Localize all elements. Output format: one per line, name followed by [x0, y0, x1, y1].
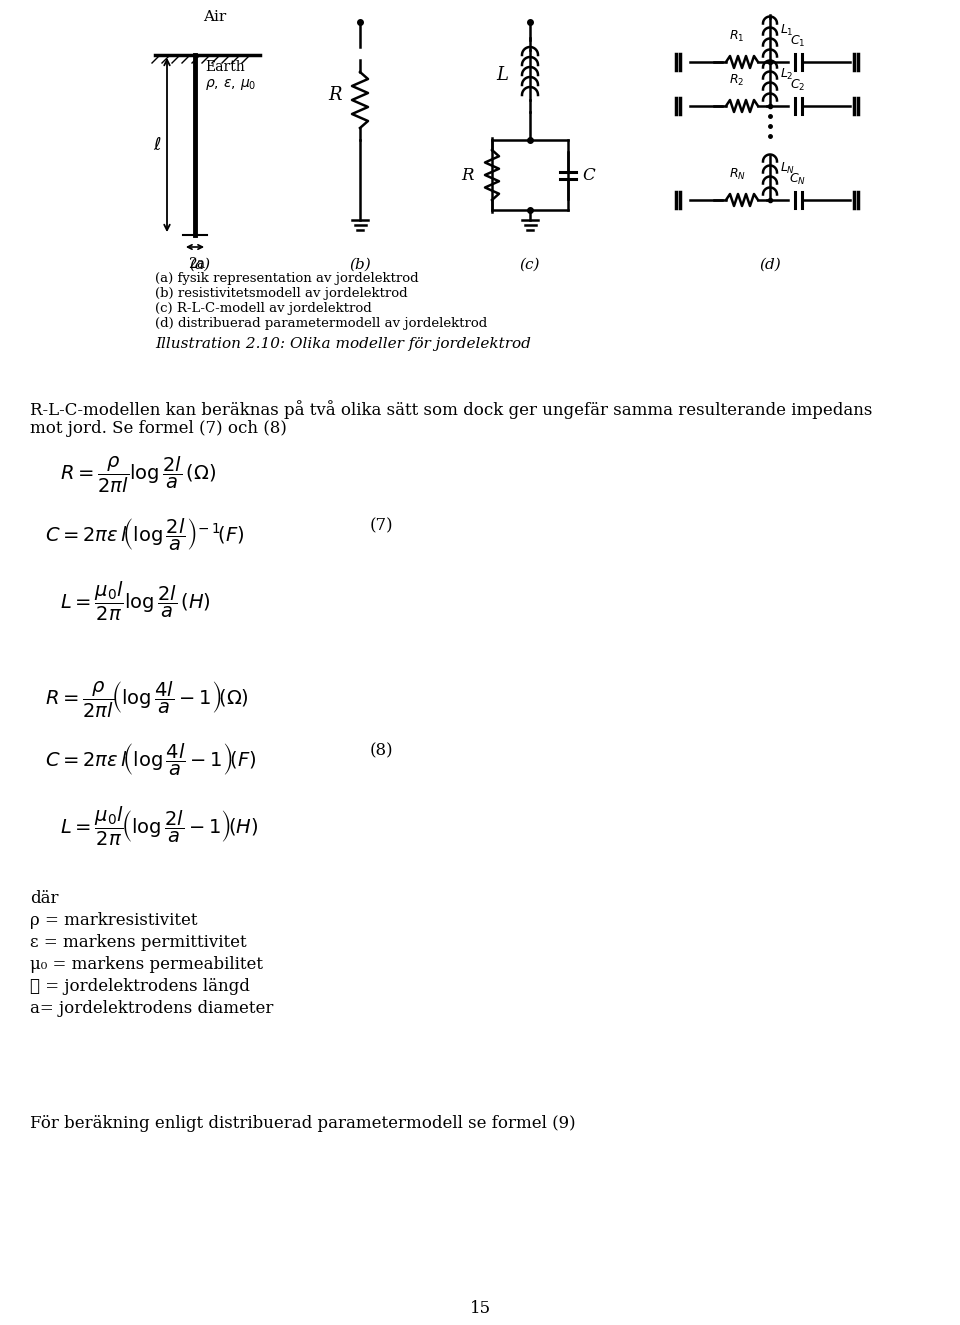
Text: $C_{N}$: $C_{N}$ [789, 172, 806, 187]
Text: mot jord. Se formel (7) och (8): mot jord. Se formel (7) och (8) [30, 420, 287, 437]
Text: $\ell$: $\ell$ [153, 136, 161, 154]
Text: $R_{N}$: $R_{N}$ [729, 167, 746, 182]
Text: (b): (b) [349, 258, 371, 272]
Text: $C_{2}$: $C_{2}$ [790, 78, 805, 93]
Text: där: där [30, 890, 59, 908]
Text: $C=2\pi\epsilon\, l\!\left(\log\dfrac{4l}{a}-1\right)\!(F)$: $C=2\pi\epsilon\, l\!\left(\log\dfrac{4l… [45, 742, 256, 778]
Text: 2a: 2a [188, 257, 205, 272]
Text: ℓ = jordelektrodens längd: ℓ = jordelektrodens längd [30, 978, 250, 995]
Text: R: R [462, 167, 474, 183]
Text: (a): (a) [189, 258, 210, 272]
Text: Air: Air [204, 11, 227, 24]
Text: $L=\dfrac{\mu_0 l}{2\pi}\log\dfrac{2l}{a}\,(H)$: $L=\dfrac{\mu_0 l}{2\pi}\log\dfrac{2l}{a… [60, 580, 211, 623]
Text: C: C [582, 167, 595, 183]
Text: Illustration 2.10: Olika modeller för jordelektrod: Illustration 2.10: Olika modeller för jo… [155, 337, 531, 351]
Text: R: R [328, 86, 342, 103]
Text: $L_{N}$: $L_{N}$ [780, 162, 795, 176]
Text: ε = markens permittivitet: ε = markens permittivitet [30, 934, 247, 951]
Text: $R=\dfrac{\rho}{2\pi l}\!\left(\log\dfrac{4l}{a}-1\right)\!(\Omega)$: $R=\dfrac{\rho}{2\pi l}\!\left(\log\dfra… [45, 680, 249, 719]
Text: $R_{2}$: $R_{2}$ [730, 73, 745, 87]
Text: $R_{1}$: $R_{1}$ [730, 29, 745, 44]
Text: $L=\dfrac{\mu_0 l}{2\pi}\!\left(\log\dfrac{2l}{a}-1\right)\!(H)$: $L=\dfrac{\mu_0 l}{2\pi}\!\left(\log\dfr… [60, 806, 258, 848]
Text: L: L [496, 66, 508, 83]
Text: $\rho,\,\varepsilon,\,\mu_0$: $\rho,\,\varepsilon,\,\mu_0$ [205, 77, 256, 91]
Text: ρ = markresistivitet: ρ = markresistivitet [30, 912, 198, 929]
Text: 15: 15 [469, 1300, 491, 1317]
Text: (a) fysik representation av jordelektrod: (a) fysik representation av jordelektrod [155, 272, 419, 285]
Text: Earth: Earth [205, 60, 245, 74]
Text: $C=2\pi\epsilon\, l\!\left(\log\dfrac{2l}{a}\right)^{\!-1}\!(F)$: $C=2\pi\epsilon\, l\!\left(\log\dfrac{2l… [45, 517, 244, 553]
Text: μ₀ = markens permeabilitet: μ₀ = markens permeabilitet [30, 957, 263, 973]
Text: (b) resistivitetsmodell av jordelektrod: (b) resistivitetsmodell av jordelektrod [155, 288, 408, 299]
Text: För beräkning enligt distribuerad parametermodell se formel (9): För beräkning enligt distribuerad parame… [30, 1116, 576, 1132]
Text: $L_{2}$: $L_{2}$ [780, 68, 794, 82]
Text: a= jordelektrodens diameter: a= jordelektrodens diameter [30, 1000, 274, 1018]
Text: (8): (8) [370, 742, 394, 759]
Text: (d) distribuerad parametermodell av jordelektrod: (d) distribuerad parametermodell av jord… [155, 317, 488, 330]
Text: $L_{1}$: $L_{1}$ [780, 23, 794, 38]
Text: (c) R-L-C-modell av jordelektrod: (c) R-L-C-modell av jordelektrod [155, 302, 372, 315]
Text: $R=\dfrac{\rho}{2\pi l}\log\dfrac{2l}{a}\,(\Omega)$: $R=\dfrac{\rho}{2\pi l}\log\dfrac{2l}{a}… [60, 454, 216, 496]
Text: (d): (d) [759, 258, 780, 272]
Text: (c): (c) [519, 258, 540, 272]
Text: $C_{1}$: $C_{1}$ [790, 34, 805, 49]
Text: (7): (7) [370, 517, 394, 534]
Text: R-L-C-modellen kan beräknas på två olika sätt som dock ger ungefär samma resulte: R-L-C-modellen kan beräknas på två olika… [30, 400, 873, 419]
